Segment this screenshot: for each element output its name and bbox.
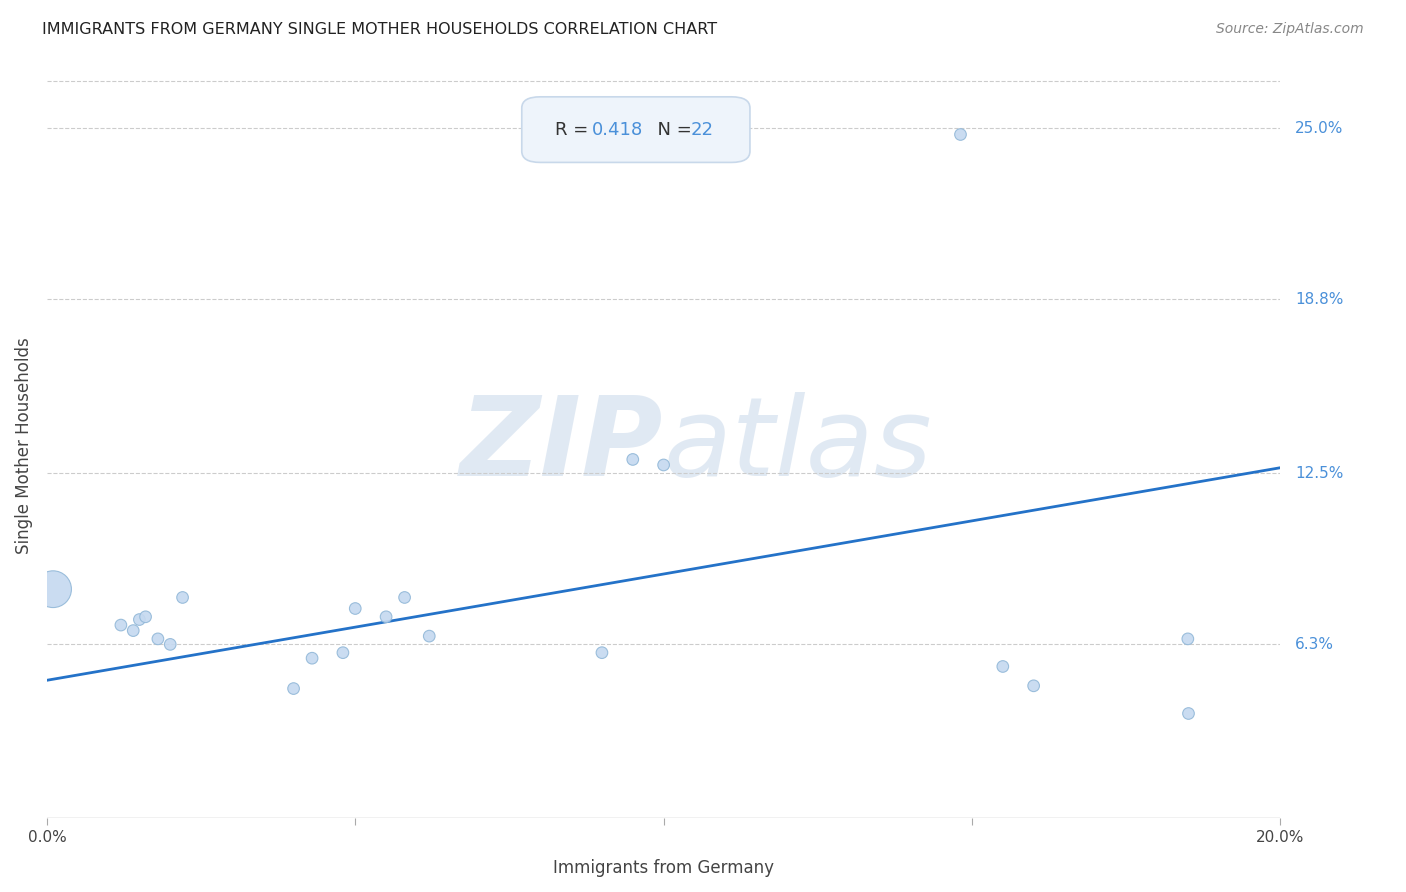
Text: R =: R =: [555, 120, 595, 138]
Point: [652, 458, 675, 472]
Text: 25.0%: 25.0%: [1295, 120, 1344, 136]
FancyBboxPatch shape: [522, 97, 749, 162]
Text: IMMIGRANTS FROM GERMANY SINGLE MOTHER HOUSEHOLDS CORRELATION CHART: IMMIGRANTS FROM GERMANY SINGLE MOTHER HO…: [42, 22, 717, 37]
Point: [621, 452, 644, 467]
Text: 22: 22: [690, 120, 714, 138]
Text: Source: ZipAtlas.com: Source: ZipAtlas.com: [1216, 22, 1364, 37]
Point: [172, 591, 194, 605]
Text: 6.3%: 6.3%: [1295, 637, 1334, 652]
Text: atlas: atlas: [664, 392, 932, 500]
Point: [991, 659, 1014, 673]
X-axis label: Immigrants from Germany: Immigrants from Germany: [553, 859, 775, 877]
Point: [42, 582, 65, 597]
Point: [159, 637, 181, 651]
Y-axis label: Single Mother Households: Single Mother Households: [15, 337, 32, 554]
Point: [1177, 632, 1199, 646]
Point: [344, 601, 367, 615]
Text: 0.418: 0.418: [592, 120, 644, 138]
Point: [1177, 706, 1199, 721]
Point: [110, 618, 132, 632]
Point: [591, 646, 613, 660]
Text: ZIP: ZIP: [460, 392, 664, 500]
Point: [1022, 679, 1045, 693]
Point: [394, 591, 416, 605]
Point: [122, 624, 145, 638]
Point: [301, 651, 323, 665]
Point: [146, 632, 169, 646]
Text: N =: N =: [647, 120, 697, 138]
Point: [418, 629, 440, 643]
Point: [283, 681, 305, 696]
Point: [375, 609, 398, 624]
Text: 18.8%: 18.8%: [1295, 292, 1344, 307]
Point: [135, 609, 157, 624]
Point: [128, 613, 150, 627]
Point: [949, 127, 972, 141]
Text: 12.5%: 12.5%: [1295, 466, 1344, 481]
Point: [332, 646, 354, 660]
